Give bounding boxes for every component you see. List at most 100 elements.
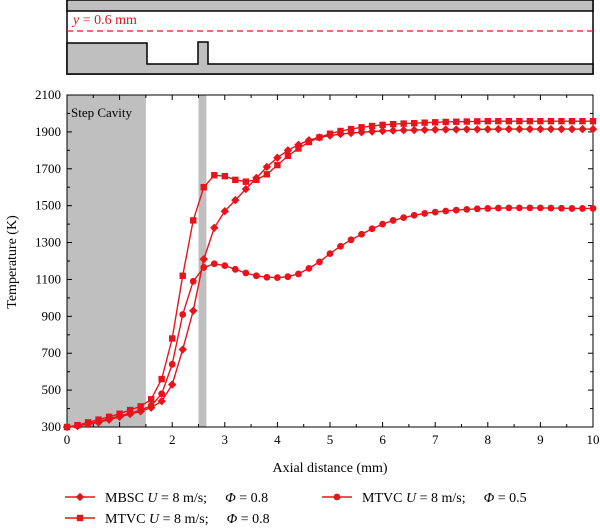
data-point-square	[337, 127, 344, 135]
data-point-circle	[305, 264, 313, 272]
data-point-square	[347, 125, 355, 133]
data-point-circle	[505, 204, 513, 212]
data-point-square	[526, 117, 534, 125]
x-axis-title: Axial distance (mm)	[272, 461, 387, 476]
x-tick-label: 5	[327, 432, 334, 447]
data-point-diamond	[378, 126, 387, 136]
data-point-diamond	[588, 124, 598, 134]
data-point-square	[547, 117, 555, 125]
data-point-diamond	[262, 162, 272, 172]
data-point-diamond	[199, 254, 208, 264]
data-point-circle	[137, 406, 145, 414]
data-point-circle	[431, 208, 439, 216]
x-tick-label: 4	[274, 432, 281, 447]
data-point-square	[190, 217, 197, 224]
measurement-line-label: y = 0.6 mm	[71, 13, 137, 28]
x-tick-label: 8	[485, 432, 492, 447]
data-point-circle	[105, 415, 113, 423]
data-point-circle	[463, 205, 471, 213]
data-point-diamond	[567, 124, 577, 134]
data-point-circle	[252, 272, 260, 280]
y-tick-label: 500	[42, 382, 62, 397]
data-point-square	[242, 178, 250, 185]
data-point-diamond	[494, 124, 503, 134]
data-point-diamond	[546, 124, 556, 134]
data-point-circle	[326, 250, 334, 258]
data-point-square	[253, 176, 260, 184]
channel-geometry-schematic: y = 0.6 mm	[66, 0, 594, 75]
data-point-circle	[231, 265, 239, 273]
data-point-circle	[95, 418, 102, 425]
data-point-circle	[547, 204, 555, 212]
data-point-square	[421, 119, 428, 126]
series-markers	[62, 117, 598, 432]
data-point-circle	[389, 217, 397, 224]
y-tick-label: 1300	[35, 235, 61, 250]
data-point-square	[295, 145, 302, 152]
data-point-square	[147, 396, 155, 403]
data-point-diamond	[157, 396, 166, 406]
data-point-circle	[158, 390, 166, 398]
y-tick-label: 1500	[35, 198, 61, 213]
y-tick-label: 1700	[35, 161, 61, 176]
data-point-square	[263, 171, 271, 178]
data-point-square	[484, 117, 491, 125]
data-point-diamond	[441, 125, 450, 134]
data-point-circle	[347, 236, 355, 244]
data-point-diamond	[357, 128, 366, 137]
data-point-square	[316, 134, 323, 141]
legend-label: MBSC U = 8 m/s; Φ = 0.8	[105, 491, 268, 506]
data-point-square	[463, 118, 470, 125]
x-tick-label: 1	[116, 432, 123, 447]
data-point-square	[400, 120, 407, 127]
data-point-diamond	[283, 146, 293, 155]
data-point-diamond	[178, 345, 187, 354]
data-point-circle	[274, 274, 281, 281]
data-point-circle	[179, 311, 187, 318]
data-point-square	[432, 119, 439, 126]
data-point-circle	[74, 422, 81, 430]
data-point-diamond	[220, 207, 229, 216]
data-point-diamond	[367, 127, 377, 136]
legend: MBSC U = 8 m/s; Φ = 0.8 MTVC U = 8 m/s; Φ =…	[65, 491, 527, 527]
channel-frame	[66, 0, 594, 75]
y-axis-title: Temperature (K)	[5, 215, 20, 309]
data-point-circle	[537, 204, 544, 212]
legend-swatch-square	[76, 514, 84, 522]
data-point-diamond	[241, 184, 251, 194]
data-point-square	[169, 335, 176, 342]
legend-swatch-diamond	[75, 492, 85, 502]
data-point-circle	[242, 269, 250, 277]
data-point-square	[474, 118, 481, 125]
data-point-circle	[63, 423, 71, 431]
data-point-square	[368, 122, 376, 130]
data-point-square	[274, 161, 281, 169]
data-point-diamond	[431, 125, 440, 134]
data-point-diamond	[420, 125, 429, 135]
data-point-diamond	[273, 153, 282, 162]
data-point-circle	[515, 204, 523, 212]
data-point-square	[284, 152, 292, 160]
data-point-circle	[473, 205, 481, 213]
legend-label: MTVC U = 8 m/s; Φ = 0.5	[362, 491, 527, 506]
data-point-square	[221, 172, 228, 180]
data-point-circle	[526, 204, 534, 212]
data-point-circle	[189, 277, 197, 285]
bottom-wall-with-cavity	[66, 41, 594, 75]
data-point-square	[453, 118, 460, 125]
data-point-circle	[442, 207, 450, 215]
legend-swatch-circle	[333, 493, 341, 501]
data-point-square	[211, 172, 218, 179]
data-point-square	[158, 375, 165, 383]
x-tick-label: 3	[222, 432, 229, 447]
data-point-square	[568, 117, 576, 125]
data-point-square	[358, 124, 365, 131]
data-point-diamond	[578, 124, 587, 134]
data-point-square	[505, 117, 513, 125]
data-point-circle	[410, 211, 418, 219]
data-point-circle	[558, 204, 565, 212]
data-point-square	[442, 118, 449, 126]
y-tick-label: 1900	[35, 124, 61, 139]
data-point-square	[558, 117, 565, 125]
data-point-circle	[379, 220, 386, 228]
